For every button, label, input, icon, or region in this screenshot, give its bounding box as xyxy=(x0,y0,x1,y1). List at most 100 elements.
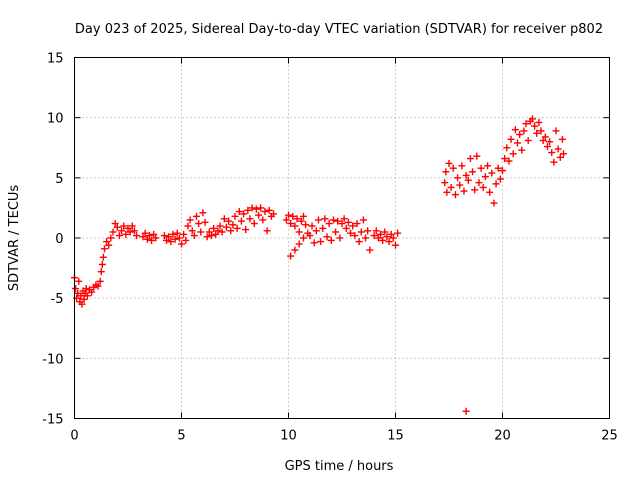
x-tick-label: 15 xyxy=(387,429,404,444)
data-point xyxy=(477,164,485,172)
data-point xyxy=(458,162,466,170)
data-point xyxy=(98,260,106,268)
data-point xyxy=(366,246,374,254)
data-point xyxy=(496,175,504,183)
data-point xyxy=(169,230,177,238)
data-point xyxy=(225,217,233,225)
data-point xyxy=(340,215,348,223)
data-point xyxy=(379,236,387,244)
data-point xyxy=(186,216,194,224)
data-point xyxy=(539,137,547,145)
y-tick-label: -5 xyxy=(51,292,64,307)
data-point xyxy=(175,234,183,242)
data-point xyxy=(190,232,198,240)
data-point xyxy=(295,240,303,248)
data-point xyxy=(558,135,566,143)
data-point xyxy=(88,288,96,296)
data-point xyxy=(469,168,477,176)
data-point xyxy=(270,210,278,218)
data-point xyxy=(255,211,263,219)
data-point xyxy=(124,224,132,232)
data-point xyxy=(252,205,260,213)
data-point xyxy=(259,216,267,224)
data-point xyxy=(475,179,483,187)
data-point xyxy=(456,181,464,189)
data-point xyxy=(347,229,355,237)
data-point xyxy=(522,120,530,128)
data-point xyxy=(145,232,153,240)
data-point xyxy=(524,137,532,145)
data-point xyxy=(231,212,239,220)
data-point xyxy=(310,239,318,247)
data-point xyxy=(99,253,107,261)
data-point xyxy=(389,234,397,242)
data-point xyxy=(261,208,269,216)
data-point xyxy=(128,222,136,230)
data-point xyxy=(188,227,196,235)
y-tick-label: 0 xyxy=(55,232,63,247)
data-point xyxy=(319,224,327,232)
data-point xyxy=(374,234,382,242)
data-point xyxy=(229,221,237,229)
data-point xyxy=(473,152,481,160)
data-point xyxy=(78,300,86,308)
data-point xyxy=(218,228,226,236)
data-point xyxy=(171,235,179,243)
data-point xyxy=(338,220,346,228)
data-point xyxy=(83,292,91,300)
data-point xyxy=(212,230,220,238)
data-point xyxy=(501,155,509,163)
data-point xyxy=(111,220,119,228)
data-point xyxy=(533,129,541,137)
data-point xyxy=(240,210,248,218)
data-point xyxy=(541,133,549,141)
data-point xyxy=(227,227,235,235)
data-point xyxy=(535,118,543,126)
axis-ticks: 0 5 10 15 20 25 -15 -10 -5 0 5 10 15 xyxy=(42,52,618,444)
data-point xyxy=(291,222,299,230)
data-point xyxy=(488,169,496,177)
data-point xyxy=(499,167,506,175)
data-point xyxy=(516,131,524,139)
data-point xyxy=(139,233,147,241)
x-tick-label: 10 xyxy=(280,429,297,444)
data-point xyxy=(195,220,203,228)
data-point xyxy=(82,285,90,293)
data-point xyxy=(466,155,474,163)
x-axis-label: GPS time / hours xyxy=(285,459,394,474)
data-point xyxy=(306,232,314,240)
data-point xyxy=(178,240,185,248)
data-point xyxy=(207,232,215,240)
y-tick-label: 15 xyxy=(47,52,64,67)
data-point xyxy=(210,224,218,232)
data-point xyxy=(197,228,205,236)
data-point xyxy=(141,229,149,237)
data-point xyxy=(72,285,80,293)
data-point xyxy=(445,159,453,167)
data-point xyxy=(75,277,83,285)
data-point xyxy=(133,232,141,240)
data-point xyxy=(351,232,359,240)
data-point xyxy=(120,222,128,230)
chart-title: Day 023 of 2025, Sidereal Day-to-day VTE… xyxy=(75,22,603,37)
data-point xyxy=(479,183,487,191)
data-point xyxy=(287,252,295,260)
data-point xyxy=(100,245,108,253)
data-point xyxy=(387,230,395,238)
data-point xyxy=(385,238,393,246)
data-point xyxy=(237,217,245,225)
data-point xyxy=(329,216,337,224)
data-point xyxy=(543,143,551,151)
data-point xyxy=(460,187,468,195)
x-tick-label: 25 xyxy=(601,429,618,444)
data-point xyxy=(235,208,243,216)
data-point xyxy=(263,227,271,235)
data-point xyxy=(518,146,526,154)
data-point xyxy=(115,232,123,240)
data-point xyxy=(511,126,519,134)
data-point xyxy=(105,241,113,249)
data-point xyxy=(556,153,564,161)
data-point xyxy=(265,206,273,214)
data-point xyxy=(285,211,292,219)
